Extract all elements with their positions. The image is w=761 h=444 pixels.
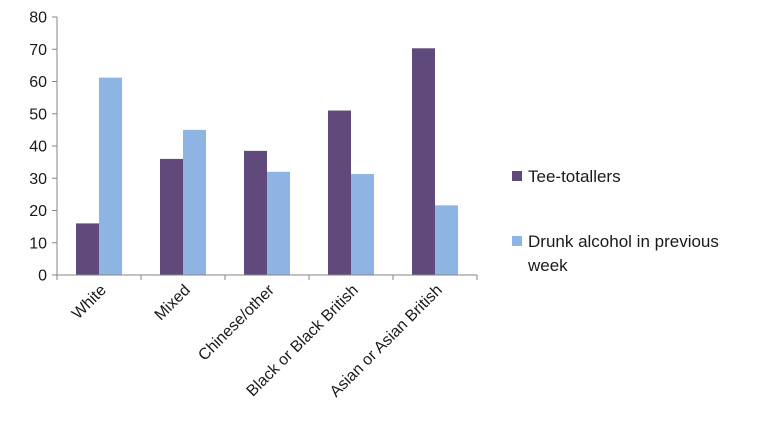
x-category-label: Mixed: [152, 282, 194, 324]
x-category-label: Chinese/other: [195, 281, 278, 364]
y-tick-label: 40: [29, 139, 47, 156]
bars: [76, 48, 458, 276]
y-tick-label: 60: [29, 74, 47, 91]
bar-drunk-alcohol-3: [351, 174, 374, 275]
y-tick-label: 10: [29, 235, 47, 252]
y-tick-label: 50: [29, 106, 47, 123]
legend-swatch: [512, 171, 522, 181]
y-tick-label: 80: [29, 10, 47, 27]
bar-drunk-alcohol-2: [267, 171, 290, 275]
bar-tee-totallers-4: [412, 48, 435, 275]
bar-tee-totallers-0: [76, 223, 99, 275]
y-tick-label: 70: [29, 42, 47, 59]
bar-drunk-alcohol-0: [99, 77, 122, 275]
y-axis: 0 10 20 30 40 50 60 70 80: [29, 10, 58, 285]
legend-label: Tee-totallers: [528, 167, 621, 186]
bar-tee-totallers-3: [328, 110, 351, 276]
bar-tee-totallers-2: [244, 150, 267, 275]
legend-label: Drunk alcohol in previous: [528, 232, 719, 251]
y-tick-label: 30: [29, 171, 47, 188]
bar-drunk-alcohol-1: [183, 129, 206, 275]
bar-drunk-alcohol-4: [435, 205, 458, 275]
x-category-label: White: [69, 282, 110, 323]
legend-swatch: [512, 236, 522, 246]
legend-label: week: [527, 256, 568, 275]
bar-tee-totallers-1: [160, 158, 183, 275]
y-tick-label: 0: [38, 268, 47, 285]
y-tick-label: 20: [29, 203, 47, 220]
legend: Tee-totallers Drunk alcohol in previous we…: [512, 167, 719, 275]
